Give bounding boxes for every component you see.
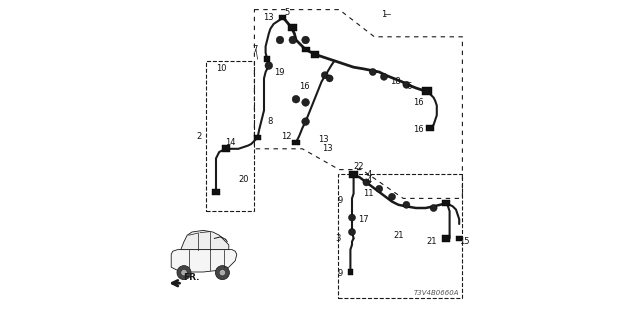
Text: 16: 16: [413, 125, 424, 134]
Circle shape: [430, 204, 437, 212]
Circle shape: [403, 201, 410, 208]
Bar: [426, 125, 435, 131]
Bar: [442, 235, 451, 242]
Circle shape: [363, 179, 370, 186]
Text: 11: 11: [364, 189, 374, 198]
Bar: [206, 61, 255, 211]
Bar: [311, 51, 319, 58]
Text: 19: 19: [275, 68, 285, 76]
Text: 17: 17: [358, 215, 369, 224]
Circle shape: [349, 228, 356, 236]
Circle shape: [380, 73, 388, 80]
Bar: [422, 87, 432, 95]
Text: T3V4B0660A: T3V4B0660A: [413, 290, 460, 296]
Bar: [442, 200, 451, 206]
Polygon shape: [172, 250, 237, 272]
Text: 10: 10: [216, 64, 227, 73]
Bar: [288, 24, 297, 31]
Circle shape: [302, 36, 310, 44]
Text: 4: 4: [366, 170, 372, 179]
Bar: [456, 236, 462, 241]
Circle shape: [326, 75, 333, 82]
Text: 21: 21: [394, 231, 404, 240]
Circle shape: [349, 214, 356, 221]
Text: 16: 16: [300, 82, 310, 91]
Circle shape: [388, 193, 396, 200]
Bar: [221, 145, 230, 152]
Text: 12: 12: [281, 132, 291, 140]
Circle shape: [177, 266, 191, 280]
Circle shape: [369, 68, 376, 76]
Circle shape: [302, 118, 310, 125]
Text: 4: 4: [366, 176, 372, 185]
Text: 2: 2: [196, 132, 202, 140]
Text: 13: 13: [319, 135, 329, 144]
Text: 9: 9: [337, 269, 342, 278]
Bar: [279, 15, 286, 20]
Text: 9: 9: [337, 196, 342, 204]
Text: 13: 13: [322, 144, 332, 153]
Text: 7: 7: [252, 45, 258, 54]
Circle shape: [321, 72, 328, 79]
Text: 13: 13: [263, 13, 274, 22]
Circle shape: [403, 81, 410, 88]
Text: 3: 3: [335, 234, 340, 243]
Circle shape: [220, 269, 225, 276]
Circle shape: [292, 95, 300, 103]
Bar: [301, 47, 310, 52]
Text: 16: 16: [413, 98, 424, 107]
Circle shape: [181, 269, 187, 276]
Circle shape: [276, 36, 284, 44]
Circle shape: [376, 185, 383, 192]
Text: 20: 20: [239, 175, 249, 184]
Text: 15: 15: [460, 237, 470, 246]
Bar: [264, 56, 270, 62]
Text: 6: 6: [406, 82, 412, 91]
Text: 5: 5: [284, 8, 289, 17]
Circle shape: [289, 36, 296, 44]
Text: 1: 1: [381, 10, 386, 19]
Polygon shape: [181, 230, 229, 250]
Text: 14: 14: [225, 138, 236, 147]
Circle shape: [215, 266, 230, 280]
Bar: [292, 140, 300, 145]
Circle shape: [302, 99, 310, 106]
Text: 8: 8: [268, 117, 273, 126]
Circle shape: [265, 62, 273, 69]
Bar: [254, 135, 261, 140]
Bar: [212, 189, 220, 195]
Bar: [338, 174, 462, 298]
Text: FR.: FR.: [184, 273, 200, 282]
Bar: [349, 171, 358, 178]
Text: 22: 22: [354, 162, 364, 171]
Text: 21: 21: [426, 237, 437, 246]
Text: 18: 18: [390, 77, 401, 86]
Bar: [348, 269, 353, 275]
